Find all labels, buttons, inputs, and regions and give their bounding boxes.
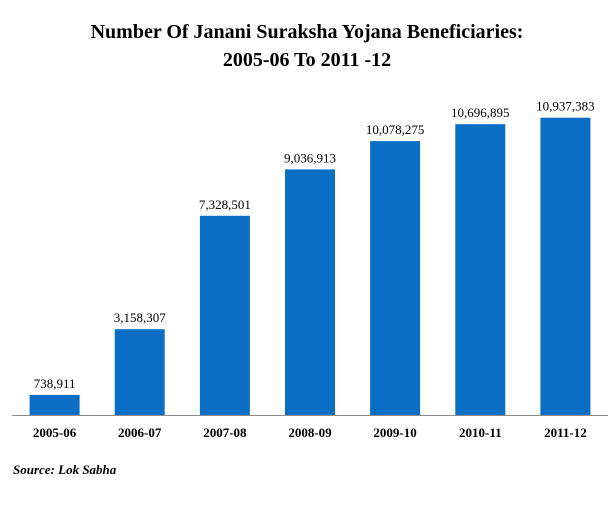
x-tick-label-2009-10: 2009-10 [373, 425, 416, 440]
bar-2010-11 [455, 124, 506, 415]
x-tick-label-2011-12: 2011-12 [544, 425, 587, 440]
value-label-2010-11: 10,696,895 [451, 105, 510, 120]
bar-2006-07 [114, 329, 165, 415]
x-tick-label-2007-08: 2007-08 [203, 425, 247, 440]
chart-title: Number Of Janani Suraksha Yojana Benefic… [0, 18, 614, 74]
chart-title-line-1: Number Of Janani Suraksha Yojana Benefic… [90, 21, 524, 43]
x-tick-label-2006-07: 2006-07 [118, 425, 162, 440]
value-label-2005-06: 738,911 [34, 376, 76, 391]
x-tick-label-2008-09: 2008-09 [288, 425, 332, 440]
bar-2009-10 [370, 141, 421, 415]
value-label-2009-10: 10,078,275 [366, 122, 425, 137]
source-note: Source: Lok Sabha [13, 462, 117, 477]
x-tick-label-2010-11: 2010-11 [459, 425, 502, 440]
bar-2007-08 [199, 215, 250, 415]
value-label-2008-09: 9,036,913 [284, 150, 336, 165]
bar-2011-12 [540, 117, 591, 415]
value-label-2007-08: 7,328,501 [199, 197, 251, 212]
value-label-2006-07: 3,158,307 [114, 310, 167, 325]
x-tick-label-2005-06: 2005-06 [33, 425, 77, 440]
bar-2005-06 [29, 394, 80, 415]
value-label-2011-12: 10,937,383 [536, 99, 595, 114]
bar-2008-09 [285, 169, 335, 415]
chart-title-line-2: 2005-06 To 2011 -12 [222, 49, 392, 71]
